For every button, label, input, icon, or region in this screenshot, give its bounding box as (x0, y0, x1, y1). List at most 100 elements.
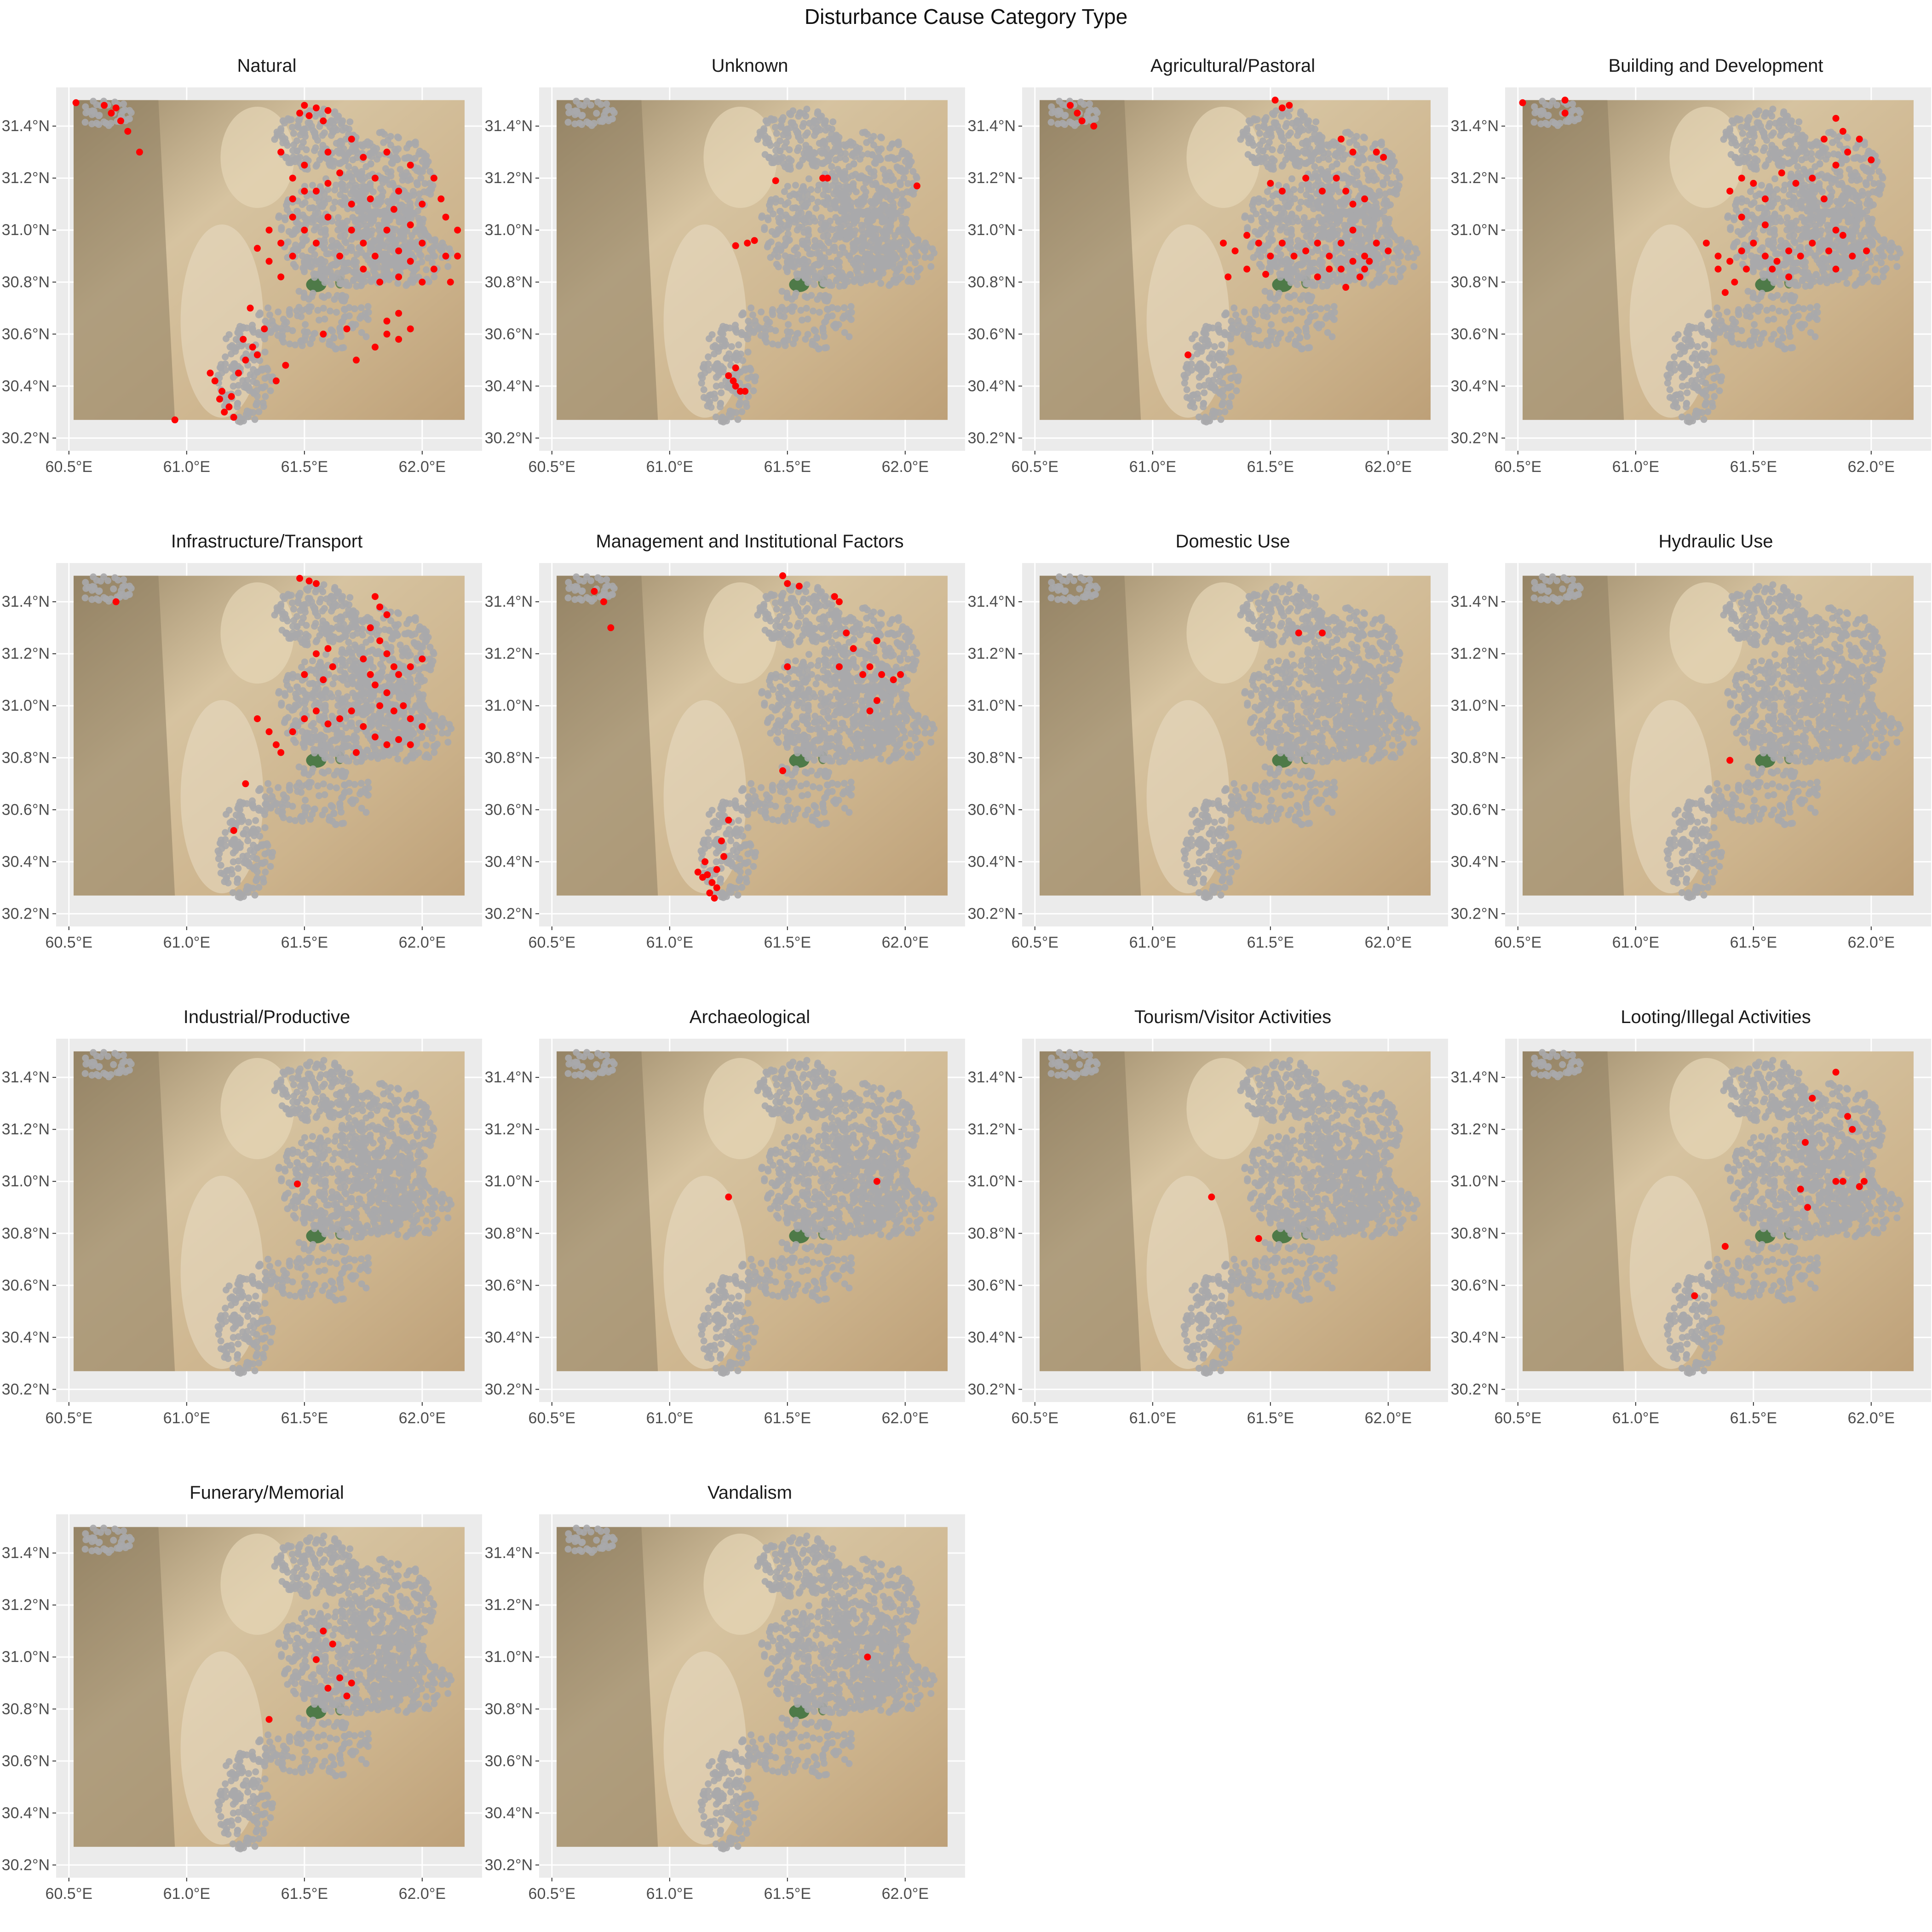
site-point-background (299, 128, 306, 136)
site-point-highlight (277, 273, 285, 281)
site-point-background (346, 182, 353, 189)
site-point-background (893, 163, 901, 171)
site-point-background (321, 316, 328, 323)
site-point-background (367, 208, 374, 216)
site-point-background (1821, 174, 1828, 182)
site-point-background (1246, 339, 1253, 346)
site-point-highlight (1318, 187, 1326, 195)
site-point-highlight (824, 174, 831, 182)
site-point-background (815, 261, 822, 269)
site-point-background (799, 216, 806, 223)
site-point-background (102, 120, 109, 127)
site-point-background (1397, 273, 1404, 281)
site-point-background (293, 147, 301, 155)
site-point-background (1290, 186, 1298, 193)
site-point-background (738, 329, 745, 336)
site-point-background (598, 118, 606, 125)
site-point-background (393, 262, 400, 270)
site-point-background (316, 272, 323, 279)
site-point-background (1794, 163, 1801, 170)
site-point-highlight (442, 213, 449, 221)
site-point-background (1305, 126, 1312, 134)
map-panel: 30.2°N30.4°N30.6°N30.8°N31.0°N31.2°N31.4… (968, 87, 1448, 476)
site-point-background (341, 194, 348, 201)
site-point-highlight (1255, 239, 1262, 247)
site-point-background (1813, 142, 1821, 149)
site-point-background (866, 261, 874, 269)
site-point-background (808, 156, 815, 163)
site-point-highlight (1225, 273, 1232, 281)
site-point-background (868, 204, 876, 212)
site-point-highlight (1090, 122, 1098, 130)
site-point-background (1804, 206, 1811, 213)
site-point-background (375, 244, 383, 251)
site-point-highlight (383, 330, 391, 338)
site-point-background (811, 243, 818, 250)
site-point-background (406, 140, 413, 148)
site-point-background (857, 199, 864, 207)
site-point-background (1348, 214, 1356, 221)
site-point-highlight (1373, 239, 1380, 247)
site-point-background (812, 342, 819, 349)
site-point-background (850, 260, 857, 267)
site-point-background (564, 119, 572, 126)
site-point-background (1182, 374, 1189, 382)
site-point-background (842, 201, 849, 209)
site-point-background (310, 330, 317, 338)
site-point-highlight (324, 107, 332, 114)
site-point-background (1311, 126, 1319, 133)
site-point-background (1362, 187, 1369, 194)
site-point-background (828, 259, 835, 266)
site-point-background (426, 168, 434, 175)
site-point-background (1806, 272, 1813, 280)
site-point-background (914, 273, 921, 281)
site-point-background (850, 217, 857, 224)
site-point-background (761, 132, 769, 140)
site-point-background (1856, 200, 1863, 207)
site-point-background (1372, 154, 1380, 161)
site-point-background (1340, 155, 1347, 163)
site-point-background (407, 200, 414, 207)
site-point-background (409, 279, 417, 286)
site-point-background (431, 236, 439, 243)
site-point-background (838, 206, 845, 213)
site-point-background (744, 374, 752, 382)
site-point-background (370, 237, 378, 244)
site-point-background (1853, 207, 1861, 214)
site-point-background (1304, 344, 1311, 351)
site-point-background (1298, 261, 1305, 269)
site-point-background (395, 214, 402, 221)
site-point-background (1308, 248, 1316, 256)
site-point-background (1247, 242, 1254, 249)
site-point-background (784, 224, 791, 232)
site-point-highlight (228, 393, 235, 400)
site-point-background (796, 161, 804, 168)
site-point-background (887, 207, 895, 214)
site-point-background (598, 101, 605, 108)
site-point-highlight (230, 414, 237, 421)
site-point-background (1794, 259, 1801, 266)
site-point-background (781, 313, 788, 320)
site-point-background (410, 267, 418, 275)
x-tick-label: 60.5°E (1012, 458, 1058, 476)
site-point-background (1758, 204, 1765, 212)
x-tick-label: 61.5°E (281, 458, 328, 476)
site-point-background (824, 194, 831, 201)
site-point-background (345, 259, 352, 266)
site-point-background (870, 168, 878, 175)
site-point-background (1865, 190, 1872, 198)
site-point-background (1308, 157, 1315, 165)
site-point-background (802, 112, 810, 120)
site-point-background (1258, 263, 1265, 270)
site-point-background (779, 114, 787, 121)
site-point-background (1233, 329, 1241, 336)
site-point-background (802, 132, 809, 139)
site-point-background (1355, 160, 1362, 167)
site-point-background (1303, 199, 1310, 206)
site-point-background (321, 294, 328, 301)
site-point-background (704, 402, 711, 410)
site-point-background (1319, 282, 1326, 290)
site-point-background (1276, 330, 1283, 338)
site-point-background (334, 214, 342, 221)
site-point-background (1047, 119, 1055, 126)
